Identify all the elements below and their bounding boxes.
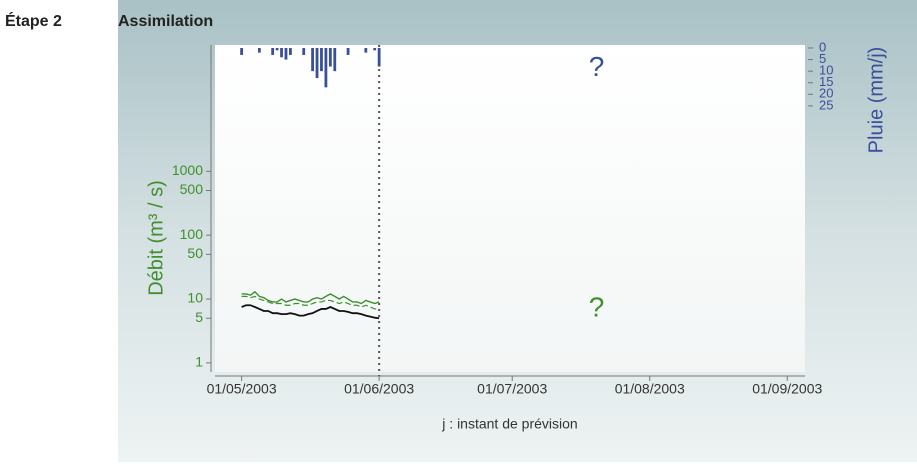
flow-line <box>241 304 380 320</box>
y2-tick-label: 20 <box>819 86 833 101</box>
y-tick-label: 500 <box>180 181 204 197</box>
rain-bar <box>311 48 314 72</box>
question-mark: ? <box>589 51 605 82</box>
rain-bar <box>302 48 306 55</box>
y2-tick-label: 15 <box>819 74 833 89</box>
y-tick-label: 1000 <box>172 162 203 178</box>
y-tick-label: 5 <box>195 309 203 325</box>
y2-axis-label: Pluie (mm/j) <box>865 47 887 154</box>
x-tick-label: 01/06/2003 <box>344 381 414 397</box>
rain-bar <box>257 48 261 53</box>
y-axis-label: Débit (m³ / s) <box>145 180 167 296</box>
rain-bar <box>284 48 288 60</box>
question-mark: ? <box>589 291 605 322</box>
rain-bar <box>289 48 292 55</box>
y2-tick-label: 10 <box>819 63 833 78</box>
rain-bar <box>333 48 337 72</box>
rain-bar <box>275 48 279 51</box>
rain-bar <box>320 48 323 72</box>
y-tick-label: 10 <box>187 290 203 306</box>
y2-tick-label: 25 <box>819 97 833 112</box>
y2-tick-label: 5 <box>819 51 826 66</box>
rain-bar <box>377 48 381 67</box>
x-tick-label: 01/09/2003 <box>752 381 822 397</box>
y2-tick-label: 0 <box>819 39 826 54</box>
rain-bar <box>280 48 283 58</box>
y-tick-label: 1 <box>195 354 203 370</box>
rain-bar <box>240 48 244 55</box>
rain-bar <box>373 48 377 51</box>
rain-bar <box>346 48 350 55</box>
rain-bar <box>364 48 368 53</box>
chart-title: Assimilation <box>118 13 213 30</box>
rain-bar <box>328 48 332 67</box>
flow-line <box>241 290 380 305</box>
plot-area <box>215 45 805 372</box>
rain-bar <box>271 48 275 55</box>
flow-line <box>241 295 380 310</box>
step-label: Étape 2 <box>5 11 62 30</box>
x-tick-label: 01/08/2003 <box>615 381 685 397</box>
x-tick-label: 01/05/2003 <box>207 381 277 397</box>
y-tick-label: 100 <box>180 226 204 242</box>
x-axis-label: j : instant de prévision <box>441 416 577 432</box>
rain-bar <box>315 48 319 79</box>
rain-bar <box>324 48 328 88</box>
x-tick-label: 01/07/2003 <box>477 381 547 397</box>
y-tick-label: 50 <box>187 245 203 261</box>
